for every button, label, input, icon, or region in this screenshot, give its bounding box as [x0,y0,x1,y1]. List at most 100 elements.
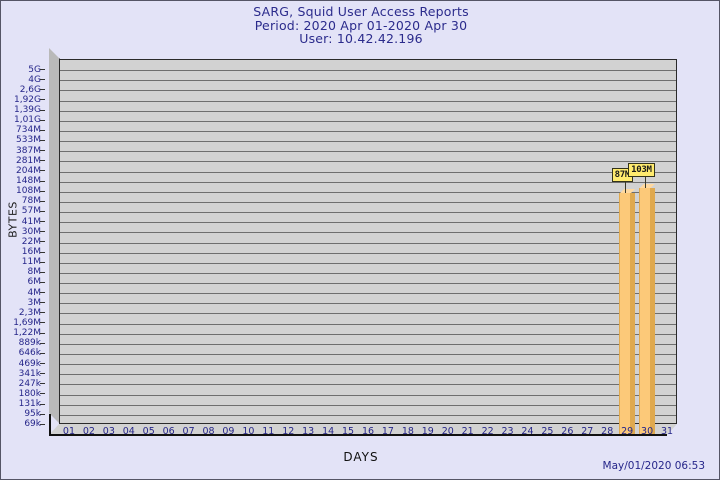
x-tick-label: 13 [302,426,315,437]
y-tick-mark [40,200,45,202]
y-tick-label: 734M [16,125,41,136]
y-tick-label: 3M [27,297,42,308]
x-tick-label: 28 [601,426,614,437]
x-tick-label: 19 [421,426,434,437]
gridline [60,263,676,264]
plot-back-wall [59,59,677,424]
gridline [60,243,676,244]
x-tick-label: 14 [322,426,335,437]
plot-area: 87M 103M [49,48,677,436]
y-tick-label: 22M [21,236,41,247]
y-tick-label: 247k [18,378,41,389]
y-tick-label: 646k [18,348,41,359]
y-tick-mark [40,271,45,273]
y-tick-mark [40,342,45,344]
y-tick-label: 11M [21,257,41,268]
gridline [60,222,676,223]
y-tick-label: 57M [21,206,41,217]
x-axis-title: DAYS [343,450,379,464]
bar-value-label: 87M [611,167,634,182]
y-tick-mark [40,292,45,294]
gridline [60,141,676,142]
y-tick-mark [40,281,45,283]
y-tick-mark [40,352,45,354]
y-tick-label: 95k [24,409,41,420]
y-tick-label: 204M [16,165,41,176]
x-tick-label: 24 [521,426,534,437]
y-tick-mark [40,89,45,91]
bar[interactable] [639,183,656,434]
gridline [60,232,676,233]
y-tick-label: 1,01G [13,115,41,126]
generated-timestamp: May/01/2020 06:53 [602,460,705,472]
bar-label-stem [645,175,647,188]
x-tick-label: 01 [62,426,75,437]
y-tick-label: 387M [16,145,41,156]
x-tick-label: 04 [122,426,135,437]
y-tick-label: 41M [21,216,41,227]
page-title: SARG, Squid User Access Reports [253,4,469,19]
y-tick-label: 2,6G [19,84,41,95]
y-tick-mark [40,393,45,395]
x-tick-label: 11 [262,426,275,437]
bar-value-label: 103M [628,162,655,177]
y-tick-label: 180k [18,388,41,399]
x-tick-label: 08 [202,426,215,437]
y-tick-mark [40,241,45,243]
gridline [60,70,676,71]
gridline [60,131,676,132]
y-tick-mark [40,190,45,192]
gridline [60,384,676,385]
x-tick-label: 23 [501,426,514,437]
y-axis-line [49,414,51,436]
gridline [60,415,676,416]
y-tick-label: 281M [16,155,41,166]
x-tick-label: 15 [342,426,355,437]
gridline [60,293,676,294]
x-tick-label: 12 [282,426,295,437]
y-axis-tick-labels: 5G 4G 2,6G 1,92G 1,39G 1,01G 734M 533M 387M 281M 2… [1,59,45,435]
y-tick-label: 131k [18,399,41,410]
y-tick-mark [40,69,45,70]
x-tick-label: 17 [381,426,394,437]
y-tick-label: 108M [16,186,41,197]
y-tick-label: 4M [27,287,42,298]
y-tick-mark [40,180,45,182]
bar[interactable] [619,188,636,434]
x-tick-label: 21 [461,426,474,437]
y-tick-mark [40,413,45,415]
x-tick-label: 30 [641,426,654,437]
bar-front-face [639,187,651,434]
y-tick-label: 6M [27,277,42,288]
y-tick-mark [40,302,45,304]
y-tick-mark [40,221,45,223]
y-tick-mark [40,261,45,263]
gridline [60,111,676,112]
y-tick-label: 30M [21,226,41,237]
gridline [60,202,676,203]
y-tick-mark [40,150,45,152]
y-tick-label: 148M [16,176,41,187]
y-tick-mark [40,160,45,162]
gridline [60,405,676,406]
gridline [60,364,676,365]
gridline [60,303,676,304]
y-tick-mark [40,109,45,111]
x-tick-label: 27 [581,426,594,437]
x-tick-label: 31 [660,426,674,437]
x-tick-label: 06 [162,426,175,437]
bar-label-stem [625,180,627,193]
y-tick-mark [40,383,45,385]
gridline [60,273,676,274]
y-tick-label: 1,92G [13,94,41,105]
gridline [60,283,676,284]
y-tick-label: 69k [24,419,41,430]
gridline [60,90,676,91]
y-tick-mark [40,139,45,141]
report-user: User: 10.42.42.196 [299,31,423,46]
y-tick-mark [40,423,45,425]
gridline [60,212,676,213]
y-tick-label: 5G [28,64,41,75]
gridline [60,101,676,102]
